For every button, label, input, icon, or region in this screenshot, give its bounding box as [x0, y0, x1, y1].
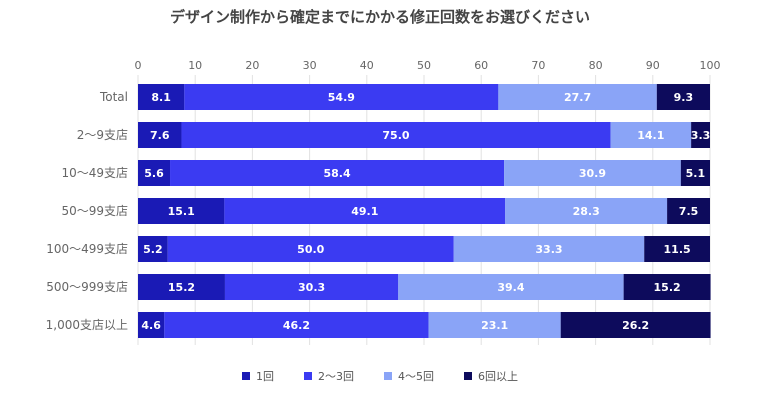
bar-segment [138, 236, 168, 262]
data-label: 8.1 [151, 91, 171, 104]
data-label: 50.0 [297, 243, 324, 256]
data-label: 4.6 [141, 319, 161, 332]
bar-segment [164, 312, 429, 338]
legend-label: 1回 [256, 370, 274, 383]
bar-segment [170, 160, 505, 186]
legend-item: 2～3回 [304, 368, 354, 384]
x-tick-label: 20 [245, 59, 259, 72]
bar-segment [505, 198, 668, 224]
data-label: 54.9 [328, 91, 355, 104]
data-label: 15.2 [168, 281, 195, 294]
bar-segment [644, 236, 710, 262]
legend: 1回 2～3回 4～5回 6回以上 [0, 368, 760, 384]
data-label: 7.6 [150, 129, 170, 142]
bar-segment [138, 122, 182, 148]
bar-segment [667, 198, 710, 224]
bar-segment [398, 274, 624, 300]
data-label: 49.1 [351, 205, 378, 218]
data-label: 15.2 [654, 281, 681, 294]
data-label: 39.4 [497, 281, 524, 294]
x-tick-label: 0 [135, 59, 142, 72]
data-label: 5.2 [143, 243, 163, 256]
data-label: 14.1 [637, 129, 664, 142]
data-label: 5.1 [686, 167, 706, 180]
data-label: 75.0 [382, 129, 409, 142]
bar-segment [138, 84, 185, 110]
category-label: 50～99支店 [61, 204, 128, 218]
legend-swatch [464, 372, 472, 380]
legend-swatch [304, 372, 312, 380]
data-label: 9.3 [674, 91, 694, 104]
category-label: Total [99, 90, 128, 104]
category-label: 100～499支店 [46, 242, 128, 256]
bar-segment [623, 274, 711, 300]
bar-segment [138, 312, 165, 338]
data-label: 15.1 [168, 205, 195, 218]
x-tick-label: 100 [700, 59, 721, 72]
data-label: 7.5 [679, 205, 699, 218]
data-label: 30.3 [298, 281, 325, 294]
bar-segment [224, 198, 506, 224]
bar-segment [224, 274, 399, 300]
category-label: 10～49支店 [61, 166, 128, 180]
data-label: 33.3 [535, 243, 562, 256]
bar-segment [138, 198, 225, 224]
data-label: 27.7 [564, 91, 591, 104]
x-tick-label: 60 [474, 59, 488, 72]
data-label: 30.9 [579, 167, 606, 180]
bar-segment [691, 122, 710, 148]
data-label: 26.2 [622, 319, 649, 332]
data-label: 28.3 [573, 205, 600, 218]
bar-segment [610, 122, 692, 148]
bar-segment [504, 160, 681, 186]
data-label: 3.3 [691, 129, 711, 142]
bar-segment [428, 312, 561, 338]
x-tick-label: 30 [303, 59, 317, 72]
data-label: 23.1 [481, 319, 508, 332]
data-label: 58.4 [323, 167, 350, 180]
bar-segment [138, 274, 225, 300]
data-label: 11.5 [664, 243, 691, 256]
x-tick-label: 10 [188, 59, 202, 72]
legend-label: 2～3回 [318, 370, 354, 383]
legend-swatch [242, 372, 250, 380]
category-label: 500～999支店 [46, 280, 128, 294]
data-label: 46.2 [283, 319, 310, 332]
x-tick-label: 50 [417, 59, 431, 72]
bar-segment [560, 312, 711, 338]
bar-segment [138, 160, 171, 186]
bar-segment [167, 236, 454, 262]
x-tick-label: 40 [360, 59, 374, 72]
data-label: 5.6 [144, 167, 164, 180]
bar-segment [453, 236, 645, 262]
chart-title: デザイン制作から確定までにかかる修正回数をお選びください [169, 8, 590, 26]
bar-segment [680, 160, 710, 186]
category-label: 1,000支店以上 [46, 318, 128, 332]
bar-segment [656, 84, 710, 110]
legend-item: 4～5回 [384, 368, 434, 384]
legend-swatch [384, 372, 392, 380]
bar-segment [181, 122, 611, 148]
legend-item: 1回 [242, 368, 274, 384]
legend-label: 6回以上 [478, 370, 518, 383]
category-label: 2～9支店 [77, 128, 128, 142]
legend-label: 4～5回 [398, 370, 434, 383]
bar-segment [184, 84, 499, 110]
x-tick-label: 80 [589, 59, 603, 72]
x-tick-label: 70 [531, 59, 545, 72]
bar-segment [498, 84, 657, 110]
legend-item: 6回以上 [464, 368, 518, 384]
x-tick-label: 90 [646, 59, 660, 72]
